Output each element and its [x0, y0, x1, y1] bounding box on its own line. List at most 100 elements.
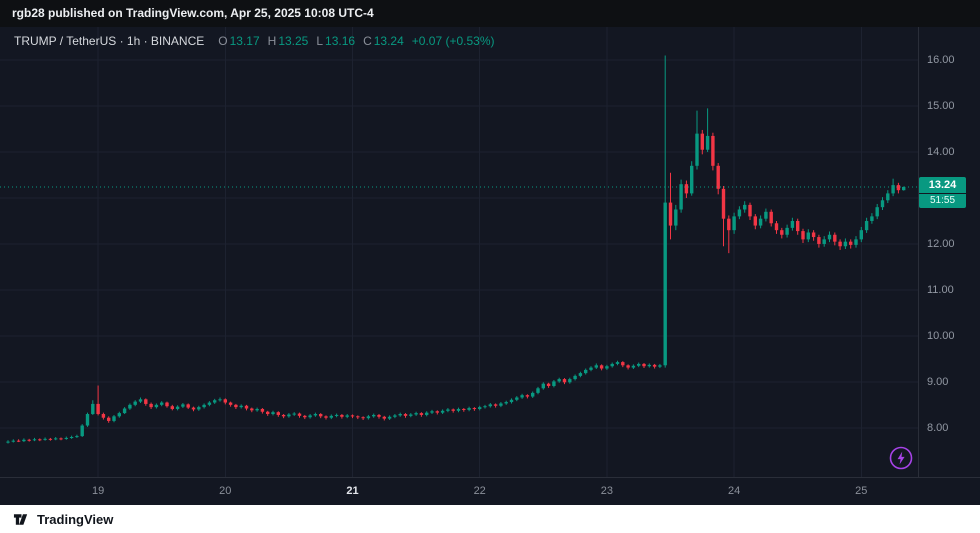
candle-body	[70, 437, 73, 438]
time-tick-label: 19	[85, 485, 111, 497]
candle-body	[722, 189, 725, 219]
candle-body	[536, 388, 539, 393]
candle-body	[611, 364, 614, 366]
candle-body	[33, 439, 36, 440]
candle-body	[462, 409, 465, 410]
candle-body	[706, 136, 709, 150]
candle-body	[335, 415, 338, 416]
price-tick-label: 8.00	[927, 421, 948, 435]
candle-body	[505, 402, 508, 403]
candle-body	[748, 205, 751, 216]
candle-body	[658, 365, 661, 366]
candle-body	[229, 403, 232, 405]
candle-body	[542, 384, 545, 389]
candle-body	[372, 415, 375, 416]
candle-body	[547, 384, 550, 386]
price-change: +0.07 (+0.53%)	[412, 34, 495, 48]
current-price-badge: 13.24 51:55	[919, 177, 966, 208]
candle-body	[489, 404, 492, 406]
tradingview-wordmark[interactable]: TradingView	[37, 512, 113, 527]
candle-body	[838, 242, 841, 247]
candle-body	[494, 404, 497, 405]
candle-body	[510, 400, 513, 402]
candle-body	[441, 411, 444, 413]
candle-body	[224, 399, 227, 402]
candle-body	[118, 413, 121, 416]
candle-body	[356, 416, 359, 417]
ohlc-open: O13.17	[210, 34, 259, 48]
candle-body	[674, 209, 677, 225]
candle-body	[568, 379, 571, 382]
candle-body	[478, 407, 481, 409]
ohlc-low: L13.16	[308, 34, 355, 48]
candle-body	[28, 440, 31, 441]
candle-body	[134, 402, 137, 405]
candle-body	[801, 231, 804, 239]
lightning-bolt-icon	[888, 445, 914, 471]
candle-body	[664, 203, 667, 366]
candle-body	[149, 404, 152, 407]
candle-body	[727, 219, 730, 230]
candle-body	[271, 412, 274, 414]
symbol-title[interactable]: TRUMP / TetherUS · 1h · BINANCE	[14, 34, 204, 48]
candle-body	[377, 415, 380, 417]
candle-body	[473, 408, 476, 409]
candle-body	[817, 237, 820, 244]
candle-body	[81, 426, 84, 437]
candle-body	[414, 413, 417, 414]
time-tick-label: 25	[848, 485, 874, 497]
candle-body	[717, 166, 720, 189]
price-tick-label: 11.00	[927, 283, 954, 297]
candle-body	[589, 368, 592, 370]
candle-body	[759, 219, 762, 226]
candle-body	[240, 406, 243, 407]
candle-body	[420, 413, 423, 415]
candle-body	[351, 415, 354, 416]
candle-body	[12, 441, 15, 442]
candle-body	[181, 404, 184, 406]
candle-body	[346, 415, 349, 416]
candle-body	[324, 416, 327, 417]
candle-body	[75, 436, 78, 437]
current-price-value: 13.24	[919, 177, 966, 193]
time-tick-label: 21	[340, 485, 366, 497]
candle-body	[828, 235, 831, 240]
candle-body	[383, 417, 386, 419]
price-scale[interactable]: 16.0015.0014.0012.0011.0010.009.008.00	[918, 27, 980, 477]
candle-body	[452, 409, 455, 410]
candle-body	[65, 438, 68, 439]
candle-body	[49, 439, 52, 440]
candle-body	[277, 412, 280, 415]
candle-body	[38, 439, 41, 440]
chart-canvas[interactable]	[0, 27, 980, 505]
candle-body	[102, 414, 105, 418]
candle-body	[844, 242, 847, 247]
candle-body	[520, 395, 523, 397]
boost-button[interactable]	[888, 445, 914, 471]
candle-body	[685, 184, 688, 193]
candle-body	[218, 399, 221, 400]
candle-body	[245, 406, 248, 409]
candle-body	[388, 417, 391, 419]
candle-body	[780, 230, 783, 235]
candle-body	[854, 239, 857, 245]
candle-body	[165, 403, 168, 407]
candle-body	[139, 399, 142, 401]
publish-header-text: rgb28 published on TradingView.com, Apr …	[12, 6, 374, 20]
candle-body	[605, 366, 608, 368]
publish-header: rgb28 published on TradingView.com, Apr …	[0, 0, 980, 27]
candle-body	[425, 413, 428, 415]
candle-body	[59, 438, 62, 439]
candle-body	[775, 223, 778, 230]
candle-body	[711, 136, 714, 166]
price-tick-label: 14.00	[927, 145, 955, 159]
candle-body	[849, 242, 852, 245]
candle-body	[314, 414, 317, 415]
candle-body	[293, 414, 296, 415]
candle-body	[642, 364, 645, 366]
candle-body	[823, 239, 826, 244]
time-scale[interactable]: 19202122232425	[0, 477, 980, 505]
candle-body	[785, 228, 788, 235]
candle-body	[573, 376, 576, 379]
candle-body	[621, 362, 624, 365]
